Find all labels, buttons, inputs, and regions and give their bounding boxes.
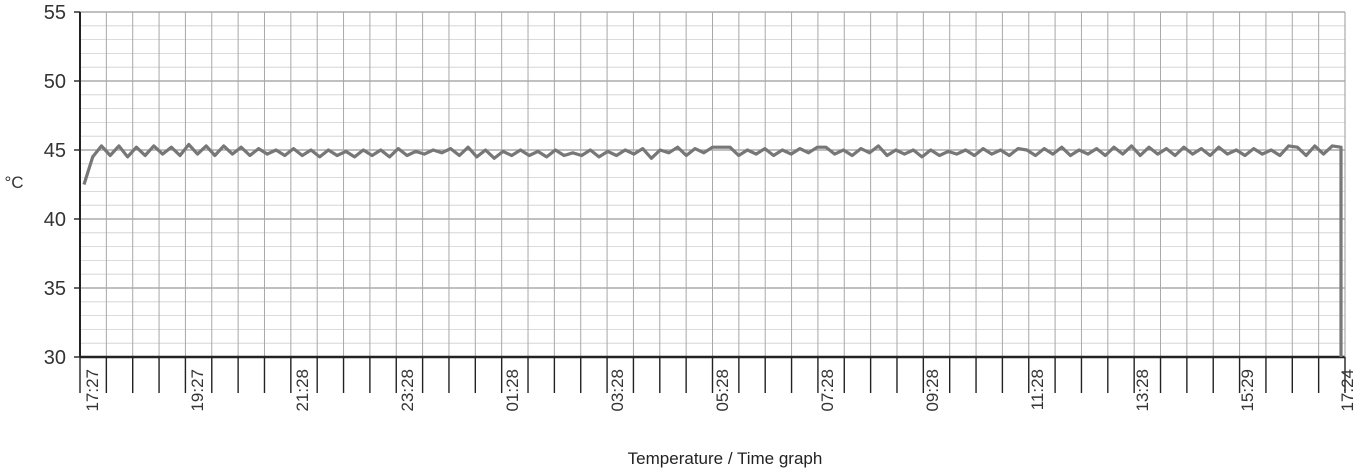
series-layer [82, 142, 1343, 357]
tick-labels: 30 35 40 45 50 55 17:27 19:27 21:28 23:28 01:28 03:… [44, 2, 1357, 412]
grid [79, 11, 1346, 358]
y-axis-label: °C [4, 173, 23, 192]
axes [74, 11, 1346, 393]
x-axis-label: Temperature / Time graph [628, 449, 823, 468]
x-tick-label: 07:28 [818, 369, 837, 412]
temperature-series-line [82, 142, 1343, 357]
y-tick-label: 40 [44, 209, 66, 231]
x-tick-label: 05:28 [713, 369, 732, 412]
y-tick-label: 35 [44, 278, 66, 300]
x-tick-label: 15:29 [1238, 369, 1257, 412]
y-tick-label: 45 [44, 140, 66, 162]
x-tick-label: 01:28 [503, 369, 522, 412]
y-tick-label: 50 [44, 71, 66, 93]
x-tick-label: 17:27 [83, 369, 102, 412]
x-tick-label: 19:27 [188, 369, 207, 412]
x-tick-label: 11:28 [1028, 369, 1047, 410]
x-tick-label: 13:28 [1133, 369, 1152, 412]
x-tick-label: 23:28 [398, 369, 417, 412]
y-tick-label: 30 [44, 347, 66, 369]
x-tick-label: 03:28 [608, 369, 627, 412]
x-tick-label: 09:28 [923, 369, 942, 412]
x-tick-label: 21:28 [293, 369, 312, 412]
x-tick-label: 17:24 [1338, 369, 1357, 412]
y-tick-label: 55 [44, 2, 66, 24]
